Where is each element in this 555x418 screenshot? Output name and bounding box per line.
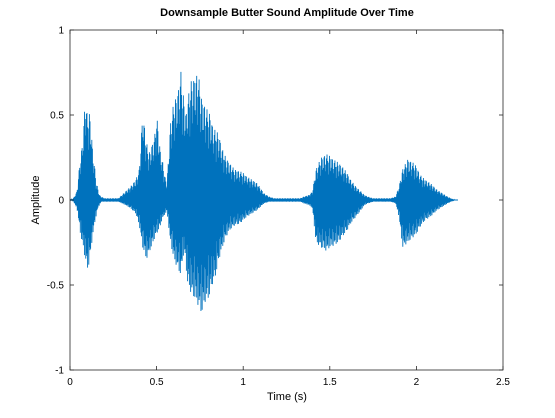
waveform-line <box>70 71 458 312</box>
chart-title: Downsample Butter Sound Amplitude Over T… <box>160 7 414 19</box>
y-tick-label: 1 <box>58 26 64 37</box>
x-tick-label: 2.5 <box>496 377 510 388</box>
y-tick-label: -1 <box>55 366 64 377</box>
y-tick-label: 0.5 <box>50 111 64 122</box>
y-tick-label: 0 <box>58 196 64 207</box>
x-axis-title: Time (s) <box>267 391 307 403</box>
axes: 0 0.5 1 1.5 2 2.5 -1 -0.5 0 0.5 1 <box>47 26 511 389</box>
y-tick-label: -0.5 <box>47 281 65 292</box>
x-tick-label: 0.5 <box>150 377 164 388</box>
x-tick-label: 2 <box>414 377 420 388</box>
plot-area <box>70 71 458 312</box>
x-tick-label: 1 <box>240 377 246 388</box>
y-axis-title: Amplitude <box>30 176 42 225</box>
x-tick-label: 0 <box>67 377 73 388</box>
x-tick-label: 1.5 <box>323 377 337 388</box>
